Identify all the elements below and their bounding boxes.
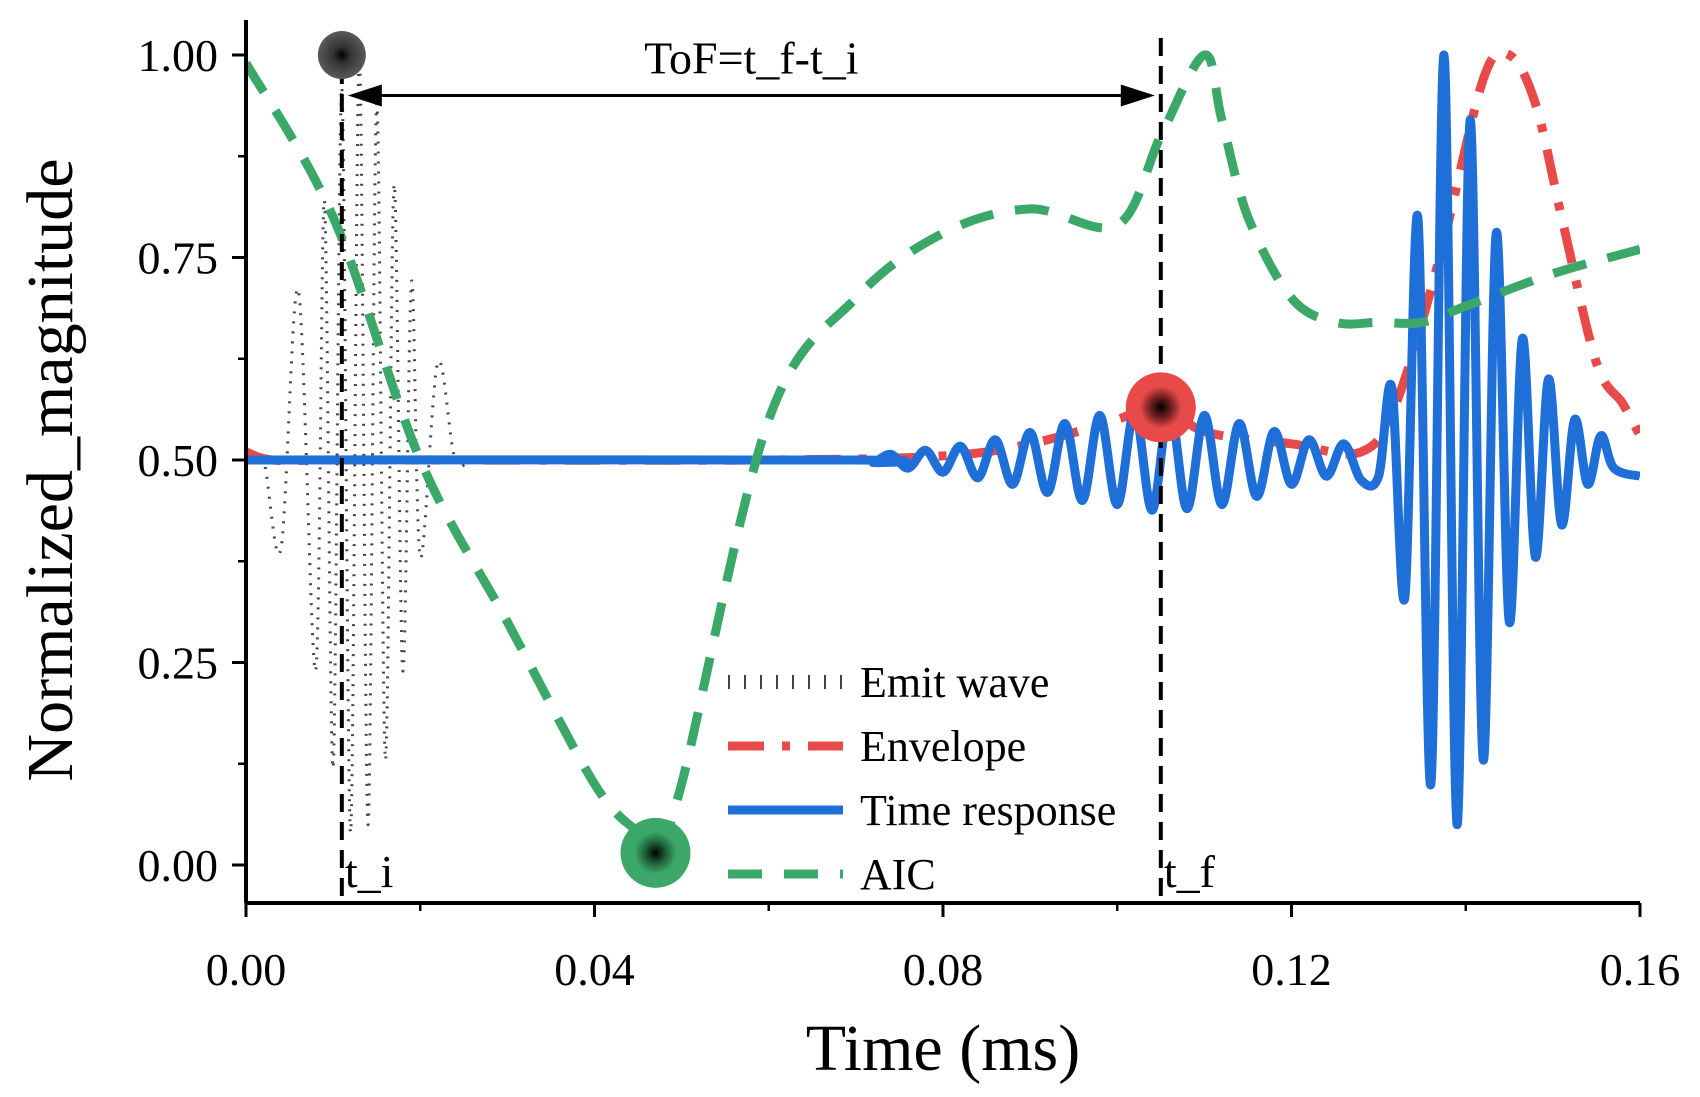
series-envelope <box>246 47 1640 466</box>
y-tick-label: 0.50 <box>138 435 219 486</box>
marker-layer <box>317 31 1196 888</box>
y-axis-title: Normalized_magnitude <box>14 158 87 781</box>
y-tick-label: 0.00 <box>138 840 219 891</box>
x-tick-label: 0.04 <box>554 944 635 995</box>
y-tick-label: 1.00 <box>138 30 219 81</box>
tof-label: ToF=t_f-t_i <box>644 33 858 84</box>
series-emit-wave <box>246 53 508 835</box>
series-time-response <box>246 50 1640 830</box>
legend-label-envelope: Envelope <box>860 722 1026 771</box>
series-layer <box>246 47 1640 856</box>
x-tick-label: 0.00 <box>206 944 287 995</box>
annotation-layer: ToF=t_f-t_i <box>347 33 1155 107</box>
tick-layer: 0.00 0.04 0.08 0.12 0.16 0.00 0.25 0.50 0.75 1.00 <box>138 30 1681 995</box>
x-tick-label: 0.16 <box>1600 944 1681 995</box>
legend-label-aic: AIC <box>860 850 936 899</box>
x-tick-label: 0.08 <box>903 944 984 995</box>
series-aic <box>246 50 1640 856</box>
x-tick-label: 0.12 <box>1251 944 1332 995</box>
vline-layer: t_i t_f <box>339 38 1216 903</box>
t-i-label: t_i <box>345 846 394 897</box>
legend: Emit wave Envelope Time response AIC <box>728 658 1116 899</box>
y-tick-label: 0.25 <box>138 638 219 689</box>
emit-peak-marker <box>317 31 366 79</box>
tof-arrow-left-head <box>347 84 382 107</box>
legend-label-emit-wave: Emit wave <box>860 658 1049 707</box>
envelope-peak-marker <box>1125 372 1196 443</box>
tof-arrow-right-head <box>1120 84 1155 107</box>
y-tick-label: 0.75 <box>138 233 219 284</box>
aic-minimum-marker <box>620 817 691 888</box>
t-f-label: t_f <box>1164 846 1216 897</box>
legend-label-time-response: Time response <box>860 786 1116 835</box>
x-axis-title: Time (ms) <box>806 1012 1080 1085</box>
